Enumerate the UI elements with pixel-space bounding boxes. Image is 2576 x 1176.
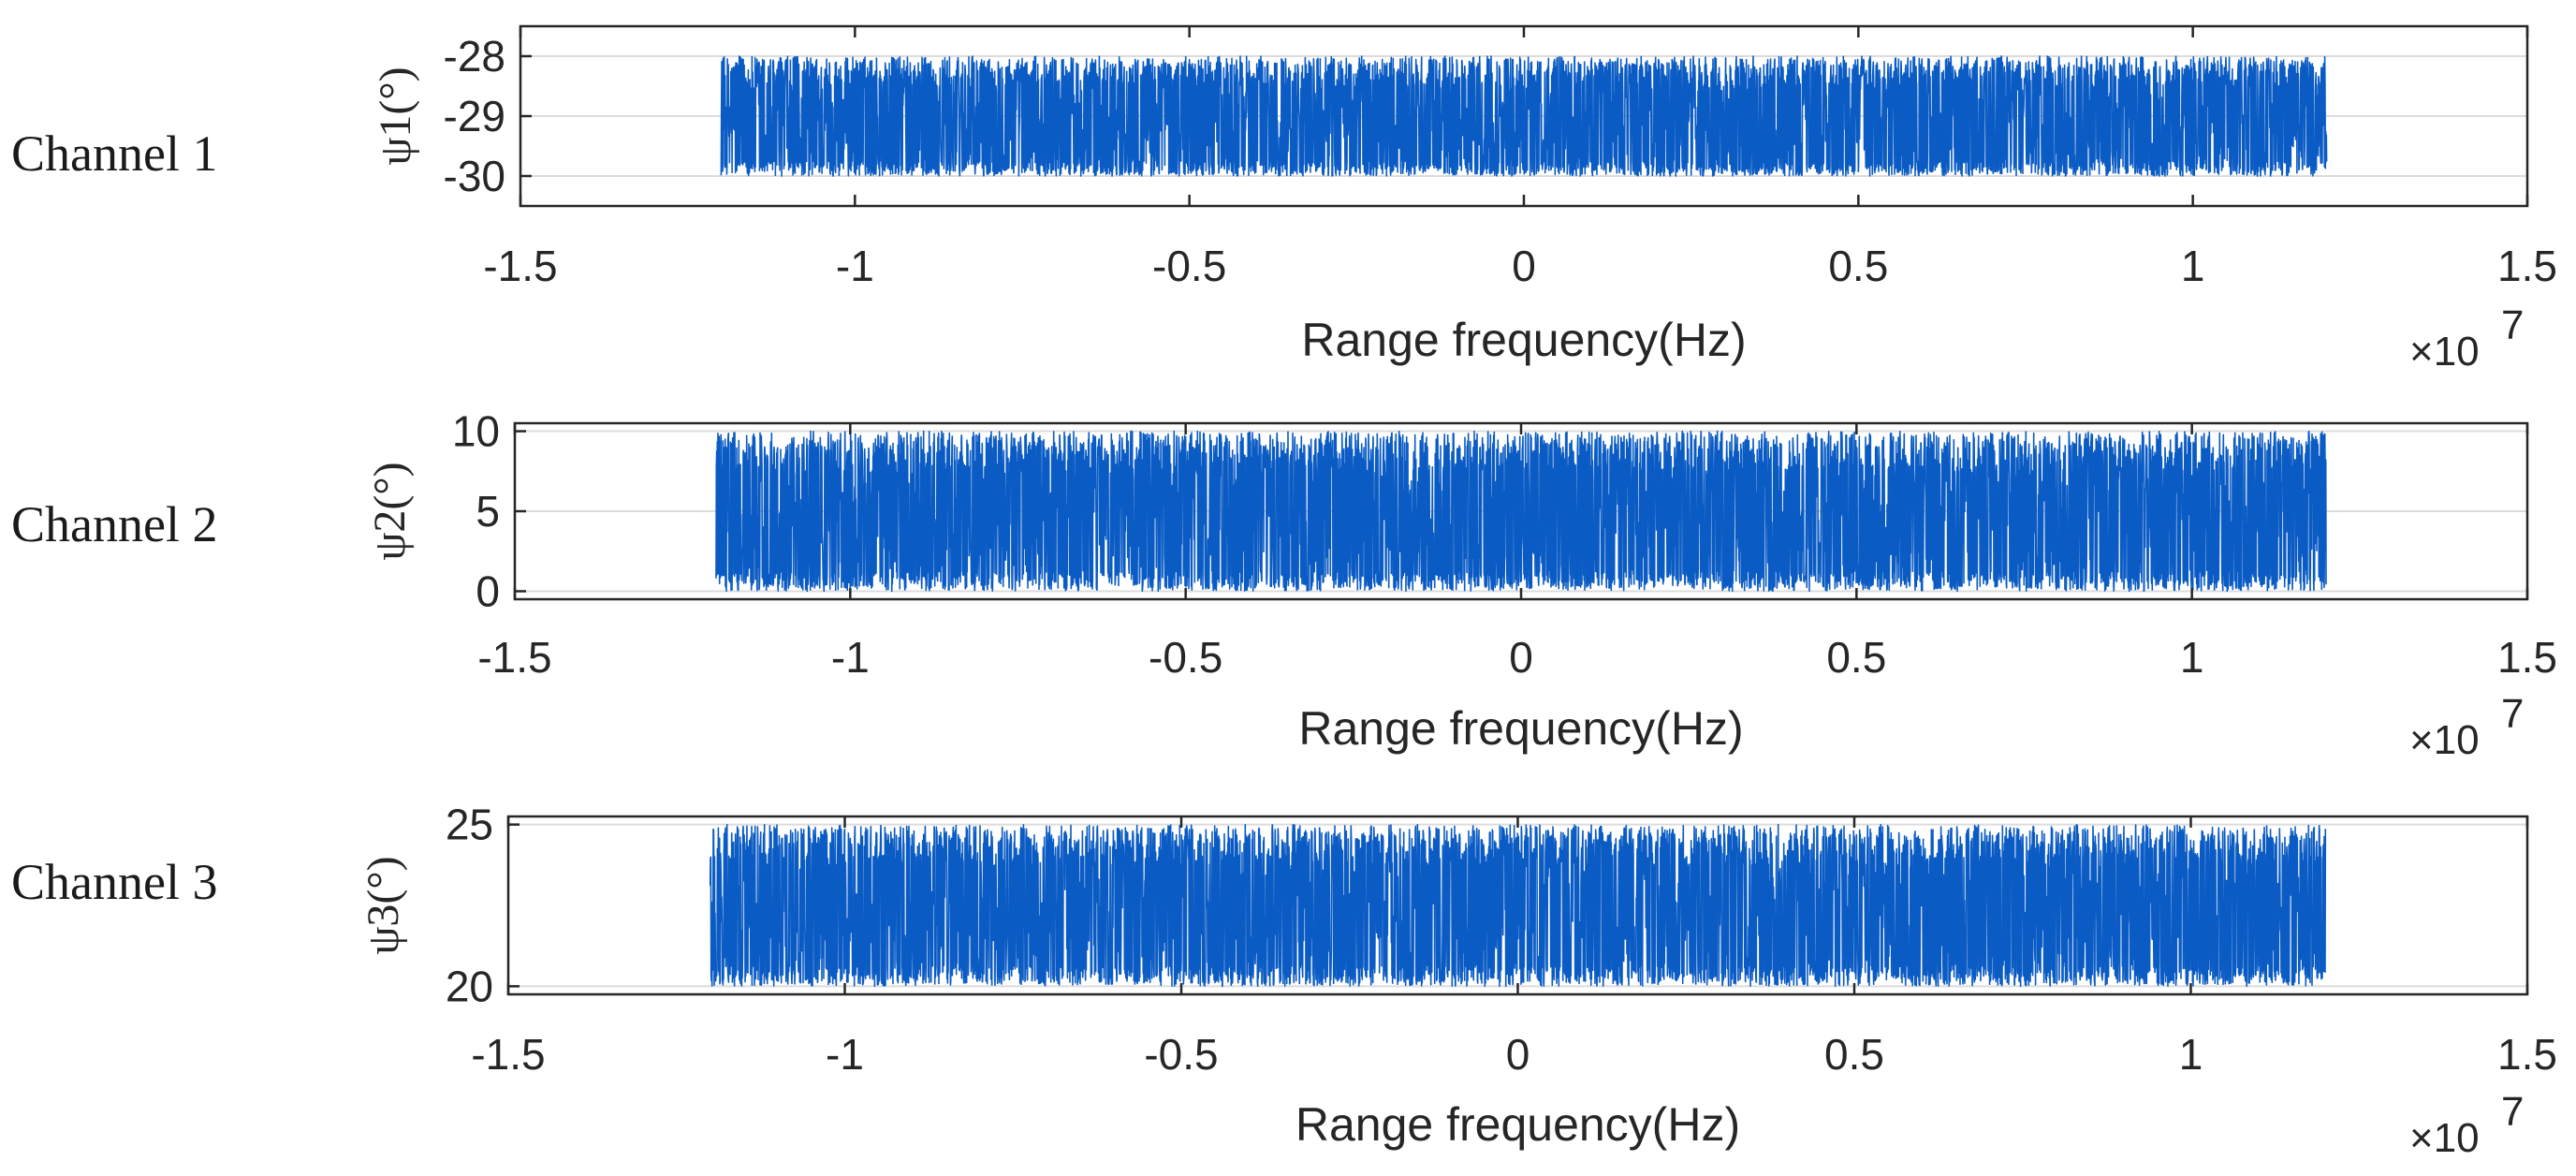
x-tick-label: 0 [1506, 1030, 1530, 1079]
x-axis-exponent: ×10 [2409, 717, 2480, 763]
x-tick-label: -1 [826, 1030, 864, 1079]
x-tick-label: 1 [2180, 633, 2204, 682]
x-axis-exponent-power: 7 [2501, 691, 2524, 737]
series-line [715, 430, 2327, 593]
x-tick-label: 1.5 [2497, 1030, 2557, 1079]
x-tick-label: 0 [1509, 633, 1533, 682]
x-axis-exponent-power: 7 [2501, 302, 2524, 348]
series-line [720, 55, 2328, 177]
channel-label: Channel 1 [11, 125, 217, 182]
x-axis-label: Range frequency(Hz) [1298, 702, 1743, 755]
x-tick-label: -0.5 [1144, 1030, 1218, 1079]
x-tick-label: 1 [2181, 242, 2205, 290]
y-tick-label: 5 [476, 487, 500, 536]
panel-channel-3: Channel 3 -1.5 -1 -0.5 0 0.5 1 1.5 25 20 ψ3(°) Rang… [11, 801, 2557, 1161]
y-tick-label: -28 [444, 32, 505, 81]
y-tick-label: -30 [444, 152, 505, 200]
x-axis-exponent-power: 7 [2501, 1089, 2524, 1135]
channel-label: Channel 2 [11, 496, 217, 552]
panel-channel-1: Channel 1 -1.5 -1 -0.5 0 0.5 1 1.5 -28 -29 -30 ψ1(°… [11, 24, 2557, 375]
x-tick-label: -0.5 [1149, 633, 1222, 682]
y-tick-label: -29 [444, 92, 505, 140]
y-axis-label: ψ1(°) [371, 66, 420, 165]
y-tick-label: 0 [476, 566, 500, 615]
x-tick-label: 0.5 [1826, 633, 1886, 682]
x-axis-exponent: ×10 [2409, 1115, 2480, 1161]
x-tick-label: 1.5 [2497, 633, 2557, 682]
x-axis-label: Range frequency(Hz) [1301, 314, 1746, 366]
x-tick-label: -1.5 [477, 633, 551, 682]
x-tick-label: 0 [1512, 242, 1536, 290]
x-tick-label: -1 [836, 242, 874, 290]
series-line [709, 823, 2327, 988]
x-tick-label: 1.5 [2497, 242, 2557, 290]
x-axis-label: Range frequency(Hz) [1295, 1098, 1740, 1151]
x-tick-label: -0.5 [1152, 242, 1226, 290]
x-tick-label: 0.5 [1824, 1030, 1884, 1079]
channel-label: Channel 3 [11, 854, 217, 910]
x-tick-label: 1 [2179, 1030, 2203, 1079]
x-tick-label: 0.5 [1828, 242, 1888, 290]
y-tick-label: 10 [452, 407, 500, 456]
panel-channel-2: Channel 2 -1.5 -1 -0.5 0 0.5 1 1.5 10 5 0 ψ2(°) Rang… [11, 407, 2557, 763]
x-tick-label: -1.5 [483, 242, 557, 290]
x-tick-label: -1.5 [471, 1030, 545, 1079]
x-tick-label: -1 [831, 633, 870, 682]
y-tick-label: 20 [446, 962, 493, 1010]
y-axis-label: ψ3(°) [359, 856, 408, 954]
x-axis-exponent: ×10 [2409, 329, 2480, 375]
y-axis-label: ψ2(°) [365, 462, 415, 560]
y-tick-label: 25 [446, 801, 493, 849]
